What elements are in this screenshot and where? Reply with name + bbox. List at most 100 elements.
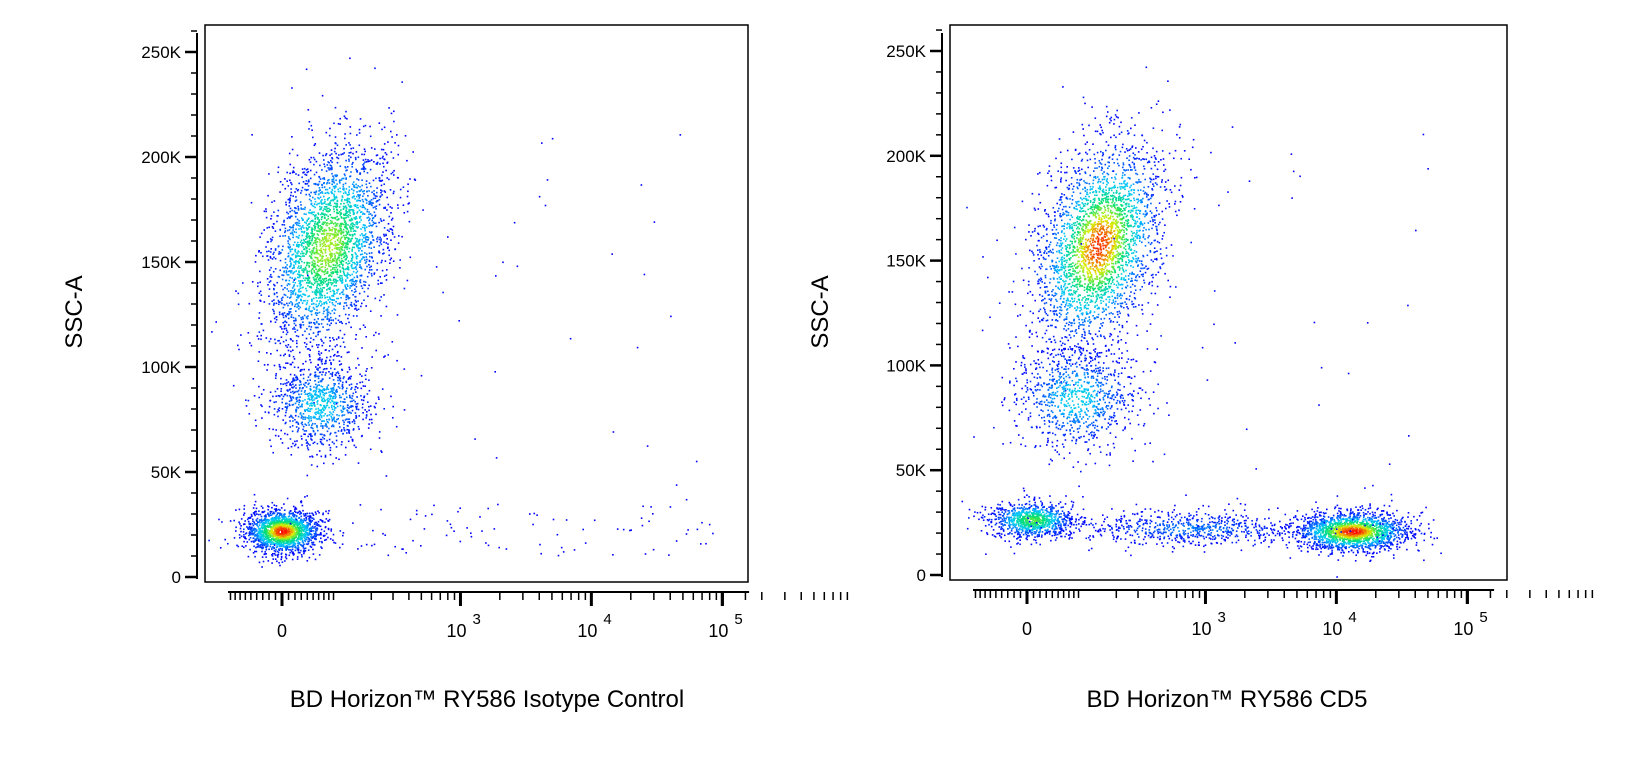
event-dot [328,134,331,137]
event-dot [364,150,366,153]
event-dot [278,517,280,519]
event-dot [294,533,296,535]
event-dot [390,151,393,153]
event-dot [318,197,320,200]
event-dot [329,336,331,339]
event-dot [397,177,399,179]
event-dot [294,248,297,251]
event-dot [275,302,278,305]
event-dot [285,534,287,537]
event-dot [295,319,297,321]
event-dot [346,371,349,373]
event-dot [356,238,358,240]
event-dot [313,183,315,185]
event-dot [345,222,347,225]
event-dot [351,188,353,190]
event-dot [393,169,395,172]
event-dot [289,172,291,175]
event-dot [292,514,295,517]
event-dot [347,425,349,427]
event-dot [287,255,290,257]
event-dot [265,521,268,524]
event-dot [300,318,303,321]
event-dot [330,149,333,151]
event-dot [369,168,372,171]
event-dot [262,527,265,529]
event-dot [284,523,287,526]
event-dot [320,352,323,354]
event-dot [351,196,354,199]
event-dot [258,351,260,353]
event-dot [282,312,284,315]
event-dot [304,188,306,191]
event-dot [329,259,332,262]
event-dot [287,525,290,527]
event-dot [354,252,357,254]
event-dot [326,309,329,311]
event-dot [299,294,302,296]
event-dot [350,301,353,304]
event-dot [324,251,327,254]
event-dot [336,233,339,235]
event-dot [386,229,389,231]
event-dot [325,309,328,311]
event-dot [374,197,377,199]
event-dot [291,171,294,174]
event-dot [306,234,308,236]
event-dot [387,141,389,143]
event-dot [316,251,319,254]
event-dot [382,248,385,251]
event-dot [314,275,317,278]
event-dot [313,532,316,535]
event-dot [330,199,332,202]
event-dot [263,538,266,540]
event-dot [306,538,308,541]
event-dot [287,317,290,320]
event-dot [323,232,325,235]
event-dot [333,210,336,213]
event-dot [292,281,295,283]
event-dot [337,336,340,338]
event-dot [309,522,311,525]
event-dot [316,529,318,532]
event-dot [336,292,338,294]
event-dot [317,353,320,355]
event-dot [261,521,263,524]
event-dot [346,387,348,390]
event-dot [317,364,319,366]
event-dot [285,545,287,548]
event-dot [377,283,380,285]
event-dot [327,384,330,386]
event-dot [375,331,377,334]
event-dot [344,313,347,316]
event-dot [301,524,304,526]
event-dot [259,536,262,538]
event-dot [303,549,305,552]
event-dot [365,161,368,163]
event-dot [349,214,352,217]
event-dot [345,322,347,325]
event-dot [292,229,294,231]
event-dot [322,255,324,258]
event-dot [335,236,337,238]
event-dot [344,268,347,271]
event-dot [359,328,361,330]
event-dot [341,198,343,201]
event-dot [335,179,337,182]
event-dot [355,403,358,405]
event-dot [265,526,268,528]
event-dot [284,532,286,535]
event-dot [344,214,347,216]
event-dot [343,414,346,416]
event-dot [285,557,288,560]
event-dot [389,258,392,261]
event-dot [292,420,294,422]
event-dot [311,219,314,222]
event-dot [305,424,308,426]
event-dot [304,538,307,540]
event-dot [356,134,358,136]
event-dot [387,246,389,249]
event-dot [297,545,299,547]
event-dot [323,206,326,208]
event-dot [300,189,303,192]
